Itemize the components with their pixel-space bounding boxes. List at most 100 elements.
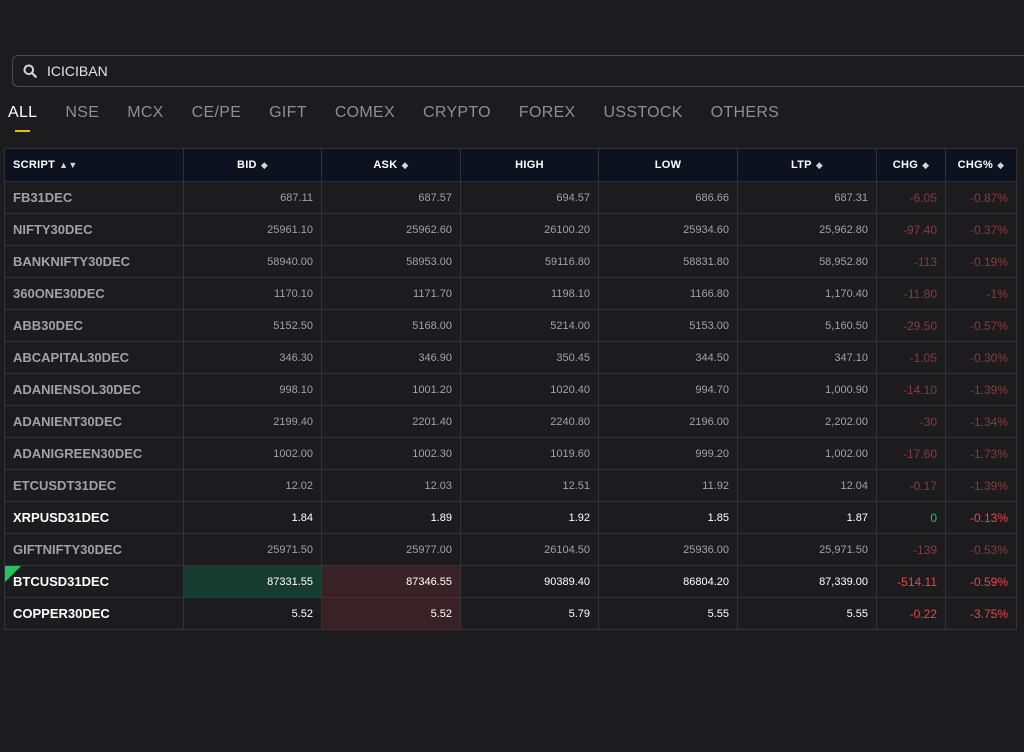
tab-ce-pe[interactable]: CE/PE (191, 104, 242, 121)
table-row[interactable]: COPPER30DEC 5.52 5.52 5.79 5.55 5.55 -0.22 -3.7… (4, 597, 1017, 630)
header-chg-label: CHG (892, 159, 919, 171)
tab-comex[interactable]: COMEX (334, 104, 395, 121)
cell-low: 25934.60 (598, 213, 738, 246)
header-chg-percent-label: CHG% (957, 159, 994, 171)
tab-others[interactable]: OTHERS (710, 104, 780, 121)
cell-chg: -14.10 (876, 373, 946, 406)
cell-script: ADANIGREEN30DEC (4, 437, 184, 470)
table-row[interactable]: GIFTNIFTY30DEC 25971.50 25977.00 26104.50 25… (4, 533, 1017, 566)
cell-ask: 5.52 (321, 597, 461, 630)
table-row[interactable]: XRPUSD31DEC 1.84 1.89 1.92 1.85 1.87 0 -0.13% (4, 501, 1017, 534)
cell-high: 694.57 (460, 181, 599, 214)
header-ltp[interactable]: LTP ◆ (737, 148, 877, 182)
cell-script: ABCAPITAL30DEC (4, 341, 184, 374)
tab-mcx[interactable]: MCX (127, 104, 164, 121)
cell-ltp: 5,160.50 (737, 309, 877, 342)
cell-ltp: 87,339.00 (737, 565, 877, 598)
table-row[interactable]: NIFTY30DEC 25961.10 25962.60 26100.20 25934.… (4, 213, 1017, 246)
cell-high: 90389.40 (460, 565, 599, 598)
cell-chg: -30 (876, 405, 946, 438)
header-chg-percent[interactable]: CHG% ◆ (945, 148, 1017, 182)
search-input[interactable] (47, 63, 947, 79)
cell-low: 1166.80 (598, 277, 738, 310)
table-row[interactable]: ABB30DEC 5152.50 5168.00 5214.00 5153.00 5,16… (4, 309, 1017, 342)
cell-ltp: 5.55 (737, 597, 877, 630)
cell-low: 86804.20 (598, 565, 738, 598)
tab-crypto[interactable]: CRYPTO (422, 104, 491, 121)
tab-gift[interactable]: GIFT (269, 104, 307, 121)
cell-high: 1020.40 (460, 373, 599, 406)
header-chg[interactable]: CHG ◆ (876, 148, 946, 182)
cell-ltp: 1,002.00 (737, 437, 877, 470)
cell-chg: 0 (876, 501, 946, 534)
table-row[interactable]: ADANIGREEN30DEC 1002.00 1002.30 1019.60 999.… (4, 437, 1017, 470)
cell-chg: -139 (876, 533, 946, 566)
cell-chg-percent: -0.37% (945, 213, 1017, 246)
cell-chg: -514.11 (876, 565, 946, 598)
cell-script: ABB30DEC (4, 309, 184, 342)
header-high: HIGH (460, 148, 599, 182)
table-row[interactable]: ADANIENT30DEC 2199.40 2201.40 2240.80 2196.0… (4, 405, 1017, 438)
cell-bid: 998.10 (183, 373, 322, 406)
cell-high: 5.79 (460, 597, 599, 630)
header-script[interactable]: SCRIPT ▲▼ (4, 148, 184, 182)
header-ask[interactable]: ASK ◆ (321, 148, 461, 182)
cell-chg-percent: -1.34% (945, 405, 1017, 438)
cell-low: 994.70 (598, 373, 738, 406)
sort-icon[interactable]: ◆ (260, 160, 269, 170)
cell-ask: 58953.00 (321, 245, 461, 278)
cell-low: 25936.00 (598, 533, 738, 566)
table-row[interactable]: ADANIENSOL30DEC 998.10 1001.20 1020.40 994.7… (4, 373, 1017, 406)
table-row[interactable]: ETCUSDT31DEC 12.02 12.03 12.51 11.92 12.04 -0.… (4, 469, 1017, 502)
cell-chg: -17.60 (876, 437, 946, 470)
tab-usstock[interactable]: USSTOCK (603, 104, 683, 121)
cell-script: GIFTNIFTY30DEC (4, 533, 184, 566)
cell-script: FB31DEC (4, 181, 184, 214)
cell-script: COPPER30DEC (4, 597, 184, 630)
cell-high: 1198.10 (460, 277, 599, 310)
sort-icon[interactable]: ◆ (401, 160, 409, 170)
table-row[interactable]: BTCUSD31DEC 87331.55 87346.55 90389.40 86804… (4, 565, 1017, 598)
sort-icon[interactable]: ▲▼ (59, 160, 78, 170)
header-bid[interactable]: BID ◆ (183, 148, 322, 182)
sort-icon[interactable]: ◆ (922, 160, 930, 170)
cell-script: 360ONE30DEC (4, 277, 184, 310)
cell-ask: 25962.60 (321, 213, 461, 246)
cell-high: 5214.00 (460, 309, 599, 342)
table-row[interactable]: 360ONE30DEC 1170.10 1171.70 1198.10 1166.80 1… (4, 277, 1017, 310)
tab-all[interactable]: ALL (8, 104, 37, 132)
cell-script: NIFTY30DEC (4, 213, 184, 246)
cell-chg: -6.05 (876, 181, 946, 214)
cell-low: 58831.80 (598, 245, 738, 278)
cell-chg: -29.50 (876, 309, 946, 342)
tick-indicator-icon (5, 566, 21, 582)
sort-icon[interactable]: ◆ (997, 160, 1005, 170)
cell-chg-percent: -0.53% (945, 533, 1017, 566)
cell-bid: 1.84 (183, 501, 322, 534)
cell-bid: 2199.40 (183, 405, 322, 438)
cell-chg-percent: -1.39% (945, 373, 1017, 406)
cell-bid: 346.30 (183, 341, 322, 374)
cell-high: 1.92 (460, 501, 599, 534)
search-box[interactable] (12, 55, 1024, 87)
table-row[interactable]: FB31DEC 687.11 687.57 694.57 686.66 687.31 -6.… (4, 181, 1017, 214)
cell-ltp: 25,971.50 (737, 533, 877, 566)
sort-icon[interactable]: ◆ (815, 160, 824, 170)
cell-chg-percent: -0.19% (945, 245, 1017, 278)
cell-ask: 1.89 (321, 501, 461, 534)
tab-forex[interactable]: FOREX (518, 104, 576, 121)
header-ltp-label: LTP (790, 159, 812, 171)
search-icon (13, 64, 47, 78)
cell-chg-percent: -0.30% (945, 341, 1017, 374)
cell-chg-percent: -3.75% (945, 597, 1017, 630)
cell-ltp: 347.10 (737, 341, 877, 374)
table-row[interactable]: BANKNIFTY30DEC 58940.00 58953.00 59116.80 58… (4, 245, 1017, 278)
cell-chg-percent: -0.57% (945, 309, 1017, 342)
tab-nse[interactable]: NSE (65, 104, 100, 121)
cell-ask: 346.90 (321, 341, 461, 374)
cell-ask: 12.03 (321, 469, 461, 502)
table-row[interactable]: ABCAPITAL30DEC 346.30 346.90 350.45 344.50 34… (4, 341, 1017, 374)
cell-script: BTCUSD31DEC (4, 565, 184, 598)
cell-chg-percent: -1% (945, 277, 1017, 310)
cell-high: 26104.50 (460, 533, 599, 566)
